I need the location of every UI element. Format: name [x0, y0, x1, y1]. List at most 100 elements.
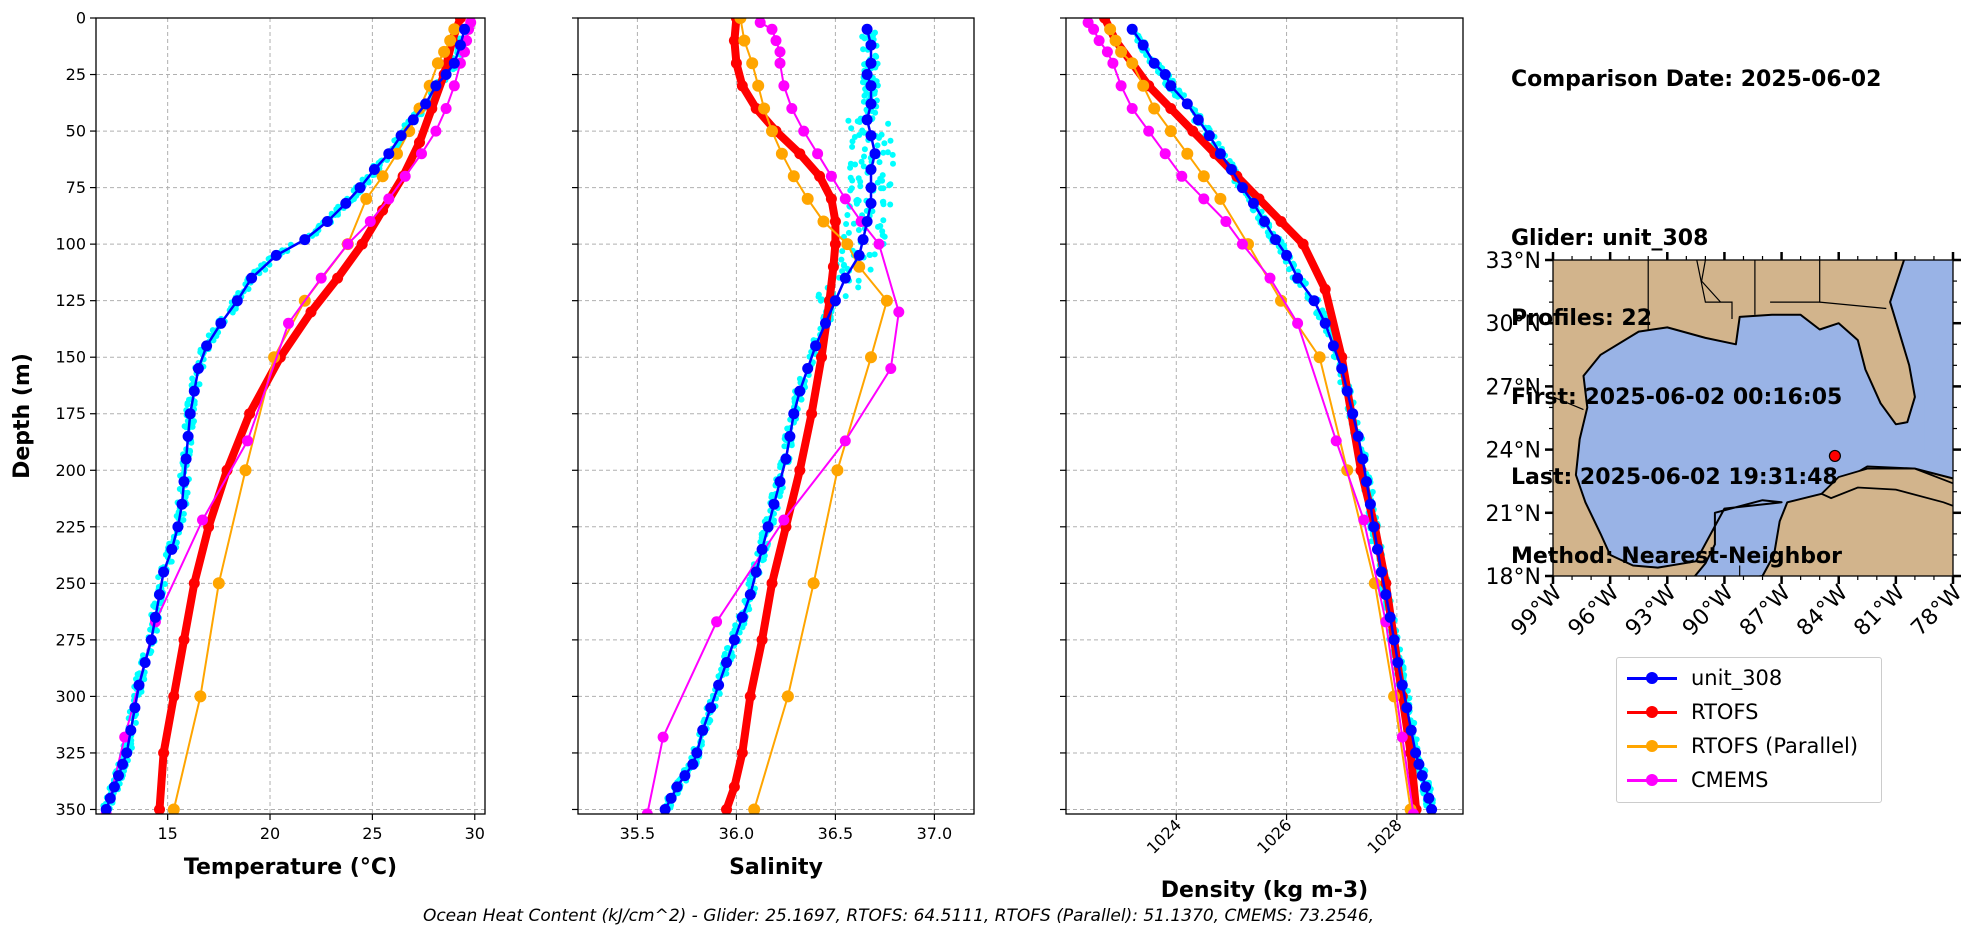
series-point-rtofs: [454, 18, 466, 24]
series-point-unit-308: [1388, 634, 1400, 646]
legend-item-rtofs: RTOFS: [1627, 697, 1758, 727]
series-point-cmems: [342, 238, 354, 250]
series-point-unit-308: [104, 792, 116, 804]
series-point-cmems: [812, 148, 824, 160]
series-point-unit-308: [321, 216, 333, 227]
series-point-cmems: [440, 103, 452, 114]
series-point-unit-308: [1270, 234, 1281, 246]
series-point-unit-308: [1413, 758, 1425, 770]
series-point-unit-308: [1236, 182, 1248, 194]
series-point-unit-308: [1347, 408, 1359, 420]
series-point-unit-308: [697, 724, 709, 736]
glider-raw-point: [732, 622, 739, 629]
y-tick-label: 25: [66, 65, 86, 84]
series-point-rtofs-parallel: [831, 464, 844, 477]
glider-raw-point: [863, 90, 870, 97]
map-content: [1553, 260, 1953, 576]
series-point-rtofs-parallel: [734, 18, 747, 24]
y-tick-label: 300: [55, 687, 86, 706]
series-point-unit-308: [865, 164, 877, 175]
series-point-unit-308: [1396, 679, 1408, 691]
glider-raw-point: [1368, 538, 1375, 545]
series-point-cmems: [1143, 125, 1155, 137]
plot-area: [1082, 18, 1438, 814]
series-point-unit-308: [440, 69, 452, 80]
series-point-unit-308: [215, 317, 227, 329]
glider-raw-point: [847, 174, 854, 181]
series-point-unit-308: [113, 770, 124, 782]
series-point-rtofs: [744, 690, 756, 702]
series-point-unit-308: [145, 634, 157, 646]
profile-count: Profiles: 22: [1511, 305, 1653, 331]
series-point-rtofs: [827, 261, 839, 273]
series-point-unit-308: [762, 521, 774, 533]
series-point-unit-308: [1181, 98, 1193, 110]
axes-frame: [1065, 17, 1464, 815]
glider-raw-point: [716, 690, 723, 697]
series-point-unit-308: [768, 498, 780, 510]
glider-raw-point: [886, 182, 893, 189]
series-point-rtofs-parallel: [1137, 79, 1150, 92]
glider-raw-point: [881, 140, 888, 147]
legend-item-cmems: CMEMS: [1627, 765, 1769, 795]
y-tick-label: 75: [66, 178, 86, 197]
series-point-cmems: [839, 193, 851, 205]
series-point-rtofs-parallel: [1109, 34, 1122, 47]
series-point-rtofs: [1275, 216, 1287, 227]
series-point-unit-308: [713, 679, 725, 691]
y-tick-label: 275: [55, 630, 86, 649]
series-point-unit-308: [1159, 69, 1171, 80]
glider-raw-point: [860, 98, 867, 105]
series-point-unit-308: [1126, 23, 1138, 35]
glider-raw-point: [843, 221, 850, 227]
glider-raw-point: [890, 160, 896, 167]
series-point-rtofs: [721, 804, 732, 814]
series-cmems: [641, 18, 905, 814]
map-lon-label: 78°W: [1907, 580, 1968, 641]
series-point-cmems: [448, 80, 460, 92]
series-point-unit-308: [1352, 430, 1364, 442]
glider-raw-point: [847, 164, 854, 171]
series-point-cmems: [778, 514, 790, 526]
y-tick-label: 0: [76, 9, 86, 28]
series-point-rtofs-parallel: [444, 34, 457, 47]
series-point-rtofs-parallel: [1197, 170, 1210, 183]
series-point-rtofs-parallel: [746, 57, 759, 70]
series-point-unit-308: [691, 747, 703, 759]
series-point-rtofs-parallel: [360, 192, 373, 205]
series-point-cmems: [1396, 731, 1408, 743]
x-tick-label: 36.5: [818, 824, 854, 843]
series-point-unit-308: [459, 23, 470, 35]
series-point-rtofs-parallel: [865, 351, 877, 364]
series-point-rtofs: [756, 634, 768, 646]
series-point-unit-308: [178, 476, 190, 488]
series-point-rtofs: [825, 193, 837, 205]
series-point-rtofs: [168, 690, 180, 702]
series-point-rtofs-parallel: [212, 577, 225, 590]
x-axis-label: Salinity: [729, 855, 823, 880]
glider-raw-point: [861, 129, 867, 136]
series-point-cmems: [1358, 514, 1370, 526]
series-point-rtofs: [188, 577, 200, 589]
series-point-unit-308: [865, 130, 877, 142]
series-point-unit-308: [149, 611, 161, 623]
series-point-unit-308: [121, 747, 133, 759]
series-point-unit-308: [744, 589, 756, 601]
glider-raw-point: [842, 293, 849, 300]
series-point-unit-308: [1137, 39, 1149, 51]
series-point-cmems: [1088, 23, 1100, 35]
state-border: [1700, 260, 1722, 303]
series-point-cmems: [873, 238, 885, 250]
series-point-unit-308: [192, 363, 204, 374]
glider-raw-point: [850, 220, 857, 227]
series-point-unit-308: [1192, 114, 1204, 126]
series-point-rtofs-parallel: [807, 577, 820, 590]
series-point-unit-308: [865, 182, 877, 194]
y-tick-label: 150: [55, 348, 86, 367]
series-point-unit-308: [810, 340, 822, 352]
series-point-rtofs-parallel: [391, 147, 403, 160]
series-point-rtofs: [814, 170, 826, 182]
series-point-rtofs: [414, 136, 425, 148]
series-point-cmems: [1330, 435, 1342, 447]
